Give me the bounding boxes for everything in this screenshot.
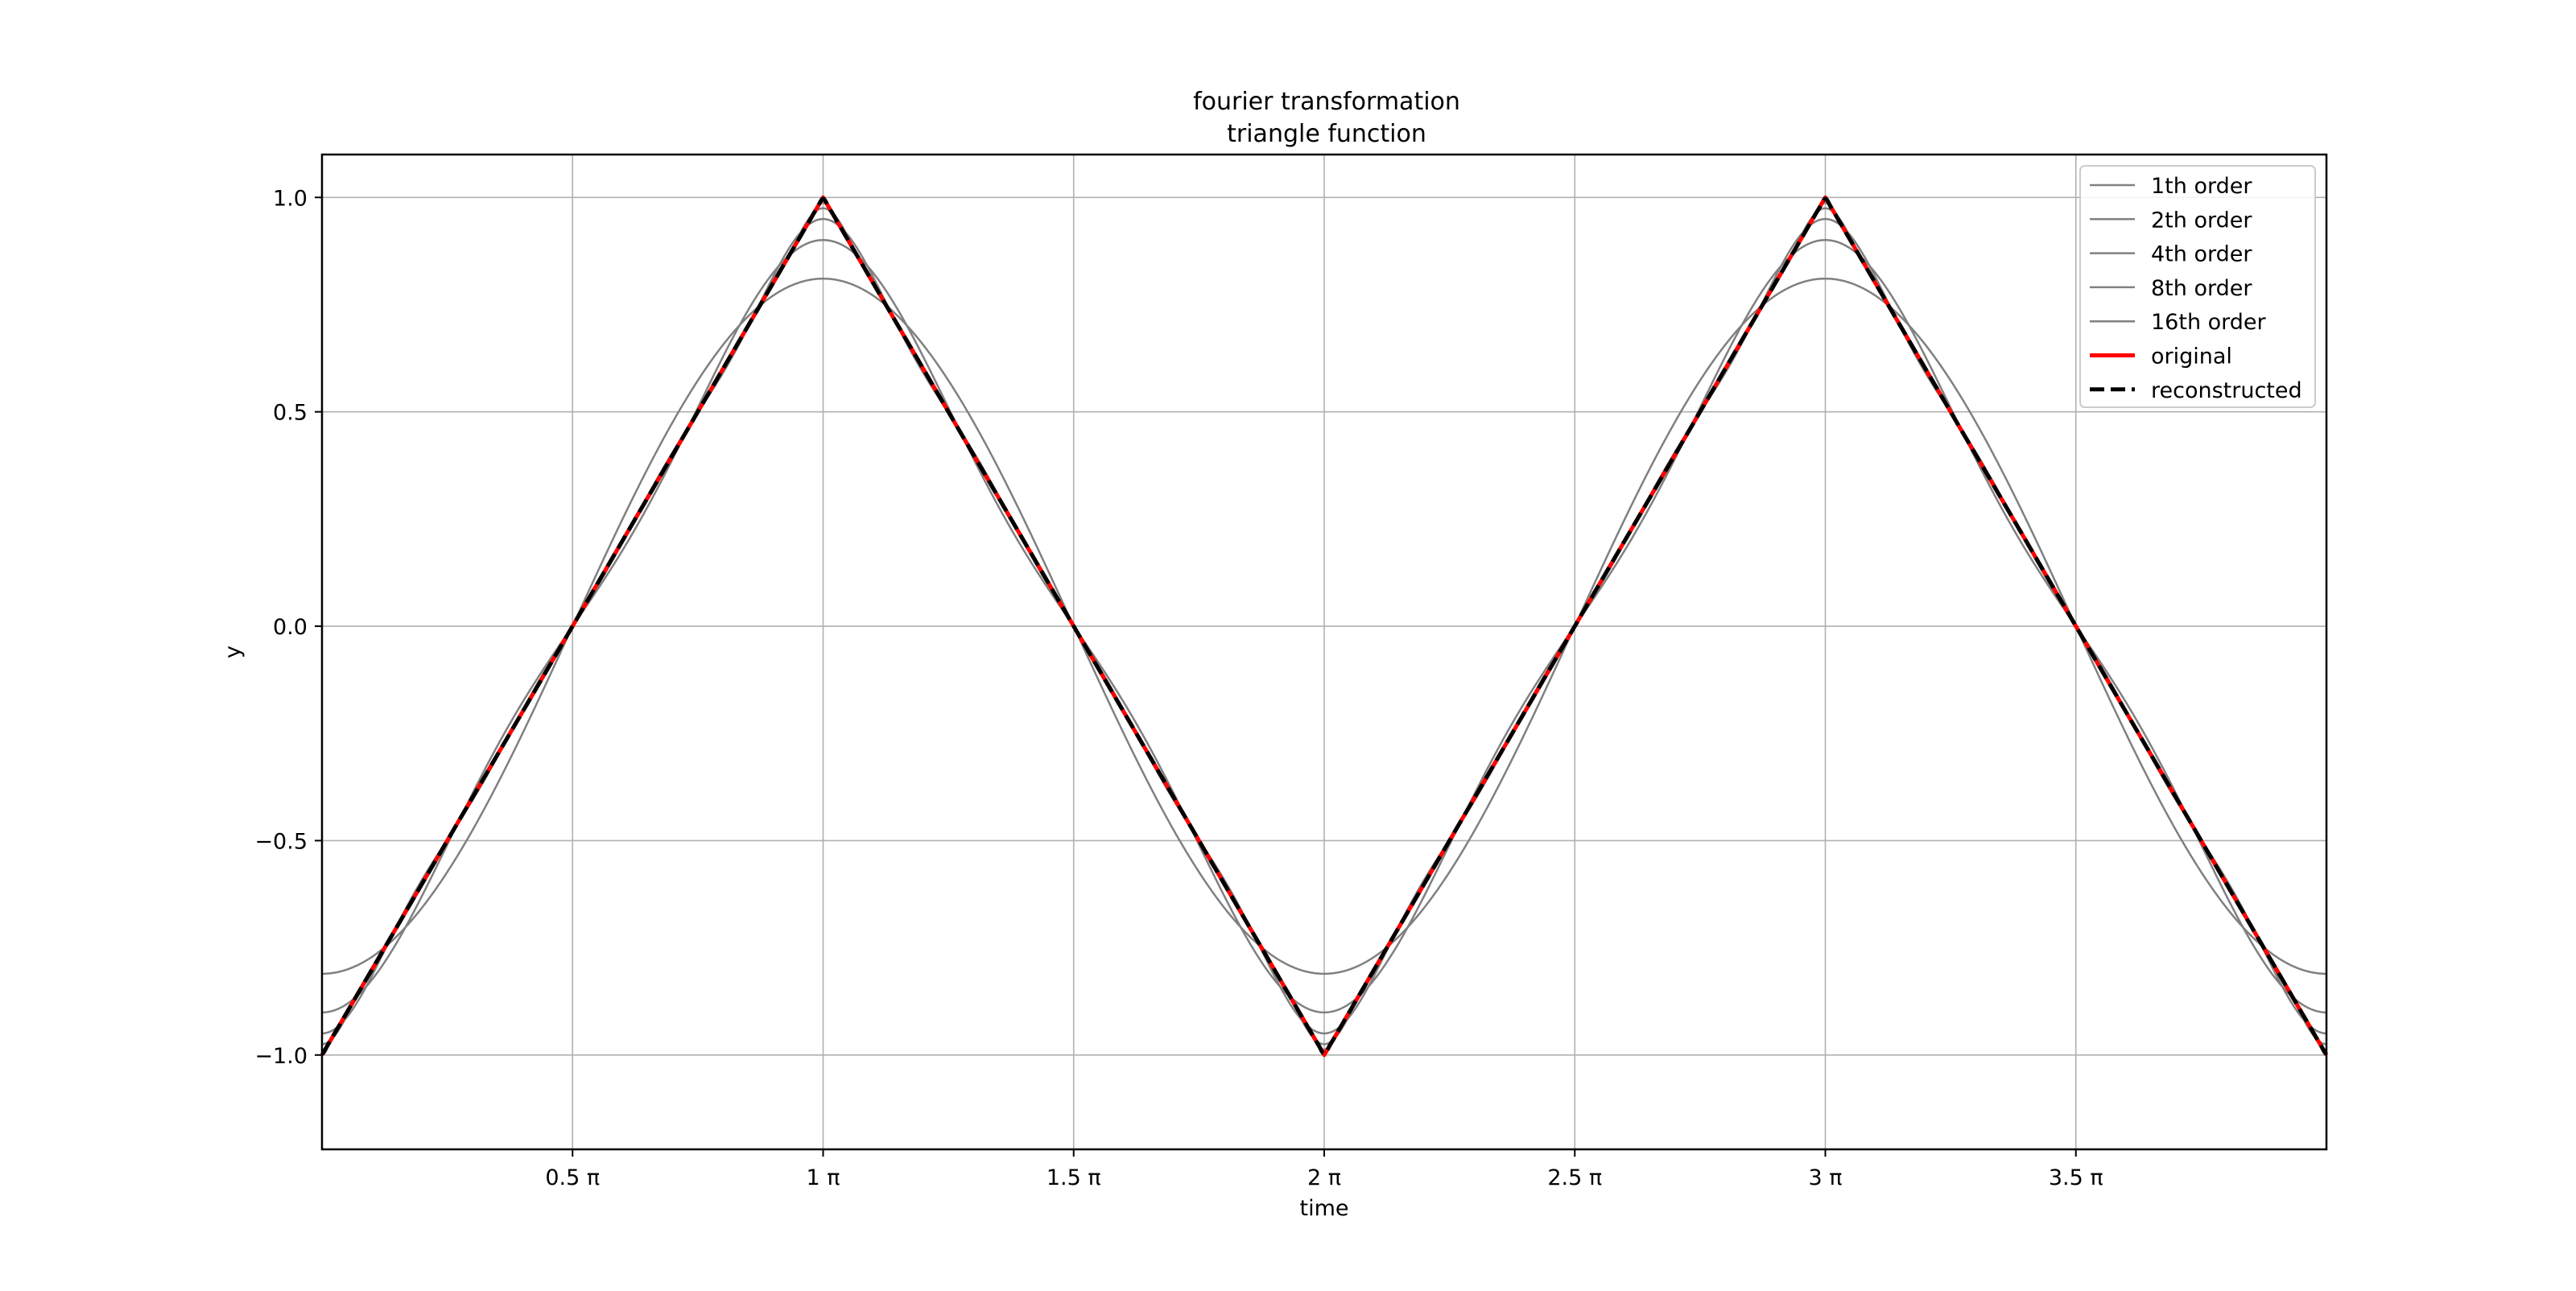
x-tick-label-5: 3 π	[1808, 1165, 1842, 1190]
axis-ticks: 0.5 π 1 π 1.5 π 2 π 2.5 π 3 π 3.5 π 1.0 0.5 0.0 −0…	[254, 186, 2103, 1190]
x-tick-label-6: 3.5 π	[2049, 1165, 2103, 1190]
x-tick-label-4: 2.5 π	[1547, 1165, 1602, 1190]
series-line-2th-order	[321, 238, 2327, 1014]
legend-label-3: 8th order	[2151, 276, 2252, 301]
legend-label-6: reconstructed	[2151, 378, 2302, 403]
series-line-reconstructed	[320, 196, 2328, 1056]
grid	[322, 155, 2326, 1149]
y-tick-label-0: 1.0	[273, 186, 308, 211]
y-tick-label-4: −1.0	[254, 1044, 308, 1069]
series-line-1th-order	[321, 277, 2327, 975]
x-tick-label-2: 1.5 π	[1046, 1165, 1101, 1190]
legend-label-0: 1th order	[2151, 174, 2252, 199]
y-axis-label: y	[221, 646, 246, 658]
x-tick-label-3: 2 π	[1307, 1165, 1341, 1190]
x-tick-label-1: 1 π	[806, 1165, 840, 1190]
legend-box	[2079, 165, 2316, 408]
legend-label-2: 4th order	[2151, 242, 2252, 267]
y-tick-label-3: −0.5	[254, 829, 308, 854]
series-lines	[320, 195, 2329, 1058]
chart-title-line-2: triangle function	[1227, 120, 1426, 148]
legend-label-1: 2th order	[2151, 208, 2252, 233]
legend-label-5: original	[2151, 344, 2232, 369]
legend-label-4: 16th order	[2151, 310, 2267, 335]
legend: 1th order 2th order 4th order 8th order 16th…	[2079, 165, 2316, 408]
y-tick-label-2: 0.0	[273, 615, 308, 640]
x-tick-label-0: 0.5 π	[545, 1165, 600, 1190]
x-axis-label: time	[1299, 1196, 1348, 1221]
y-tick-label-1: 0.5	[273, 401, 308, 426]
chart-title-line-1: fourier transformation	[1193, 88, 1460, 116]
